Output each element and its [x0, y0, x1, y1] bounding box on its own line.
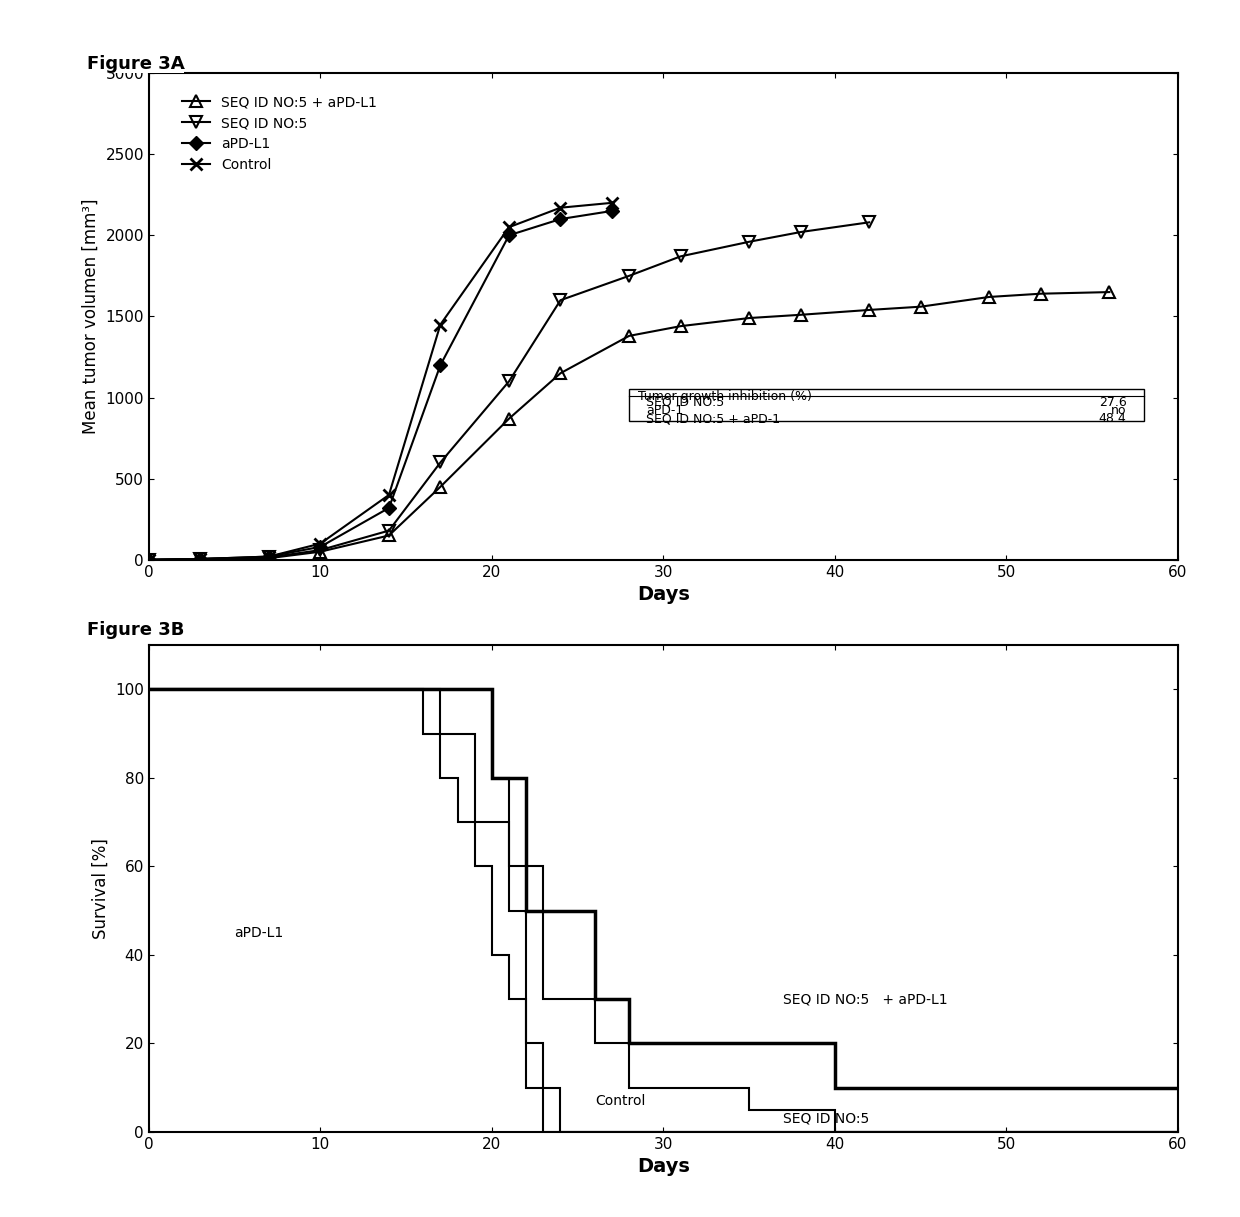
Control [262, 549, 277, 563]
aPD-L1 [312, 539, 327, 554]
X-axis label: Days: Days [637, 585, 689, 604]
SEQ ID NO:5 + aPD-L1 [262, 551, 277, 566]
Control [382, 488, 397, 503]
Text: SEQ ID NO:5 + aPD-1: SEQ ID NO:5 + aPD-1 [646, 413, 780, 425]
Line: SEQ ID NO:5: SEQ ID NO:5 [144, 217, 874, 566]
SEQ ID NO:5 + aPD-L1 [794, 308, 808, 323]
aPD-L1 [433, 358, 448, 372]
Control [501, 220, 516, 235]
SEQ ID NO:5 + aPD-L1 [673, 319, 688, 333]
Text: 27.6: 27.6 [1099, 396, 1126, 409]
Legend: SEQ ID NO:5 + aPD-L1, SEQ ID NO:5, aPD-L1, Control: SEQ ID NO:5 + aPD-L1, SEQ ID NO:5, aPD-L… [176, 90, 382, 178]
Text: no: no [1111, 404, 1126, 417]
Text: 27.6: 27.6 [1099, 396, 1126, 409]
SEQ ID NO:5 + aPD-L1 [312, 544, 327, 559]
Text: aPD-L1: aPD-L1 [234, 926, 284, 940]
aPD-L1 [604, 203, 619, 218]
Text: aPD-1: aPD-1 [646, 404, 683, 417]
SEQ ID NO:5 [553, 293, 568, 308]
SEQ ID NO:5 [193, 551, 208, 566]
SEQ ID NO:5 [742, 235, 756, 249]
Text: aPD-1: aPD-1 [646, 404, 683, 417]
aPD-L1 [501, 228, 516, 242]
Control [433, 318, 448, 332]
SEQ ID NO:5 [673, 249, 688, 264]
Text: 48.4: 48.4 [1099, 413, 1126, 425]
SEQ ID NO:5 [262, 550, 277, 565]
Line: Control: Control [144, 197, 618, 566]
Text: 48.4: 48.4 [1099, 413, 1126, 425]
SEQ ID NO:5 + aPD-L1 [862, 303, 877, 318]
SEQ ID NO:5 [621, 269, 636, 284]
SEQ ID NO:5 [141, 553, 156, 567]
Text: Figure 3A: Figure 3A [87, 55, 185, 73]
SEQ ID NO:5 + aPD-L1 [433, 479, 448, 494]
aPD-L1 [553, 212, 568, 226]
SEQ ID NO:5 [382, 523, 397, 538]
Text: Tumor growth inhibition (%): Tumor growth inhibition (%) [637, 391, 811, 403]
SEQ ID NO:5 [501, 374, 516, 388]
SEQ ID NO:5 + aPD-L1 [141, 553, 156, 567]
SEQ ID NO:5 + aPD-L1 [193, 551, 208, 566]
Text: SEQ ID NO:5: SEQ ID NO:5 [784, 1111, 869, 1126]
Line: aPD-L1: aPD-L1 [144, 206, 616, 565]
SEQ ID NO:5 + aPD-L1 [1033, 286, 1048, 301]
SEQ ID NO:5 + aPD-L1 [1102, 285, 1117, 299]
SEQ ID NO:5 [312, 543, 327, 557]
Text: SEQ ID NO:5: SEQ ID NO:5 [646, 396, 724, 409]
Line: SEQ ID NO:5 + aPD-L1: SEQ ID NO:5 + aPD-L1 [144, 286, 1115, 566]
Text: Figure 3B: Figure 3B [87, 621, 185, 639]
Control [604, 196, 619, 211]
Control [141, 553, 156, 567]
SEQ ID NO:5 + aPD-L1 [621, 329, 636, 343]
Text: Control: Control [595, 1094, 645, 1107]
aPD-L1 [193, 551, 208, 566]
SEQ ID NO:5 [794, 225, 808, 240]
Text: SEQ ID NO:5   + aPD-L1: SEQ ID NO:5 + aPD-L1 [784, 992, 949, 1006]
Text: no: no [1111, 404, 1126, 417]
Control [553, 201, 568, 215]
SEQ ID NO:5 + aPD-L1 [982, 290, 997, 304]
SEQ ID NO:5 + aPD-L1 [382, 528, 397, 543]
Control [312, 537, 327, 551]
SEQ ID NO:5 [433, 455, 448, 470]
Control [193, 551, 208, 566]
Text: Figure 3A: Figure 3A [87, 55, 185, 73]
Bar [629, 388, 1143, 421]
aPD-L1 [382, 500, 397, 515]
Text: SEQ ID NO:5: SEQ ID NO:5 [646, 396, 724, 409]
SEQ ID NO:5 [862, 215, 877, 230]
Y-axis label: Mean tumor volumen [mm³]: Mean tumor volumen [mm³] [82, 198, 99, 434]
SEQ ID NO:5 + aPD-L1 [913, 299, 928, 314]
Text: Tumor growth inhibition (%): Tumor growth inhibition (%) [629, 391, 804, 403]
Text: SEQ ID NO:5 + aPD-1: SEQ ID NO:5 + aPD-1 [646, 413, 780, 425]
aPD-L1 [262, 549, 277, 563]
aPD-L1 [141, 553, 156, 567]
X-axis label: Days: Days [637, 1157, 689, 1176]
SEQ ID NO:5 + aPD-L1 [553, 366, 568, 381]
Y-axis label: Survival [%]: Survival [%] [92, 839, 109, 938]
SEQ ID NO:5 + aPD-L1 [742, 310, 756, 325]
SEQ ID NO:5 + aPD-L1 [501, 411, 516, 426]
